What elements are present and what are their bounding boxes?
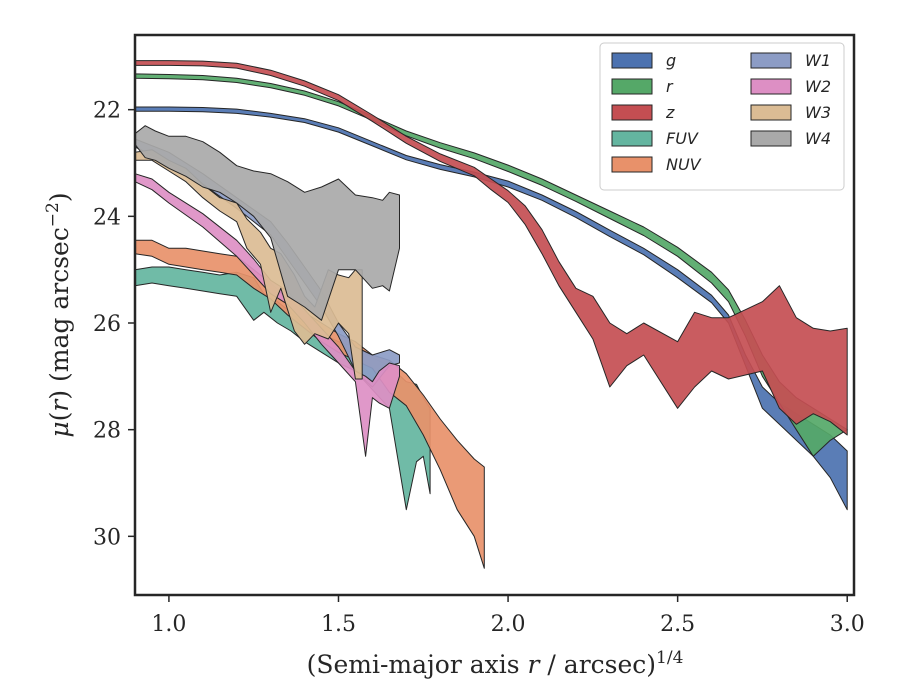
y-tick-label: 30 bbox=[93, 525, 121, 550]
y-tick-label: 24 bbox=[93, 205, 121, 230]
band-z bbox=[134, 60, 848, 436]
x-tick-label: 1.0 bbox=[151, 612, 186, 637]
legend-label-w1: W1 bbox=[805, 51, 831, 70]
legend-label-z: z bbox=[665, 103, 675, 122]
y-tick-label: 22 bbox=[93, 99, 121, 124]
legend-swatch-g bbox=[611, 52, 653, 69]
legend-label-r: r bbox=[666, 77, 674, 96]
legend-swatch-fuv bbox=[611, 130, 653, 147]
band-w3 bbox=[134, 149, 363, 380]
x-tick-label: 1.5 bbox=[321, 612, 356, 637]
legend-label-w4: W4 bbox=[805, 129, 831, 148]
x-tick-label: 3.0 bbox=[830, 612, 865, 637]
legend-swatch-w1 bbox=[750, 52, 792, 69]
legend-swatch-z bbox=[611, 104, 653, 121]
legend-swatch-w3 bbox=[750, 104, 792, 121]
y-axis-label: μ(r) (mag arcsec−2) bbox=[43, 192, 74, 437]
legend-label-w3: W3 bbox=[805, 103, 831, 122]
legend-swatch-nuv bbox=[611, 156, 653, 173]
x-axis-label: (Semi-major axis r / arcsec)1/4 bbox=[307, 648, 684, 679]
legend-label-nuv: NUV bbox=[666, 155, 702, 174]
legend-swatch-w4 bbox=[750, 130, 792, 147]
legend-label-w2: W2 bbox=[805, 77, 831, 96]
legend-swatch-w2 bbox=[750, 78, 792, 95]
legend-label-g: g bbox=[666, 51, 676, 70]
plot-frame bbox=[133, 33, 856, 597]
y-tick-label: 26 bbox=[93, 312, 121, 337]
x-tick-label: 2.0 bbox=[491, 612, 526, 637]
legend-label-fuv: FUV bbox=[666, 129, 699, 148]
band-g bbox=[134, 106, 848, 511]
y-tick-label: 28 bbox=[93, 419, 121, 444]
band-w4 bbox=[134, 125, 400, 321]
legend-swatch-r bbox=[611, 78, 653, 95]
x-tick-label: 2.5 bbox=[660, 612, 695, 637]
